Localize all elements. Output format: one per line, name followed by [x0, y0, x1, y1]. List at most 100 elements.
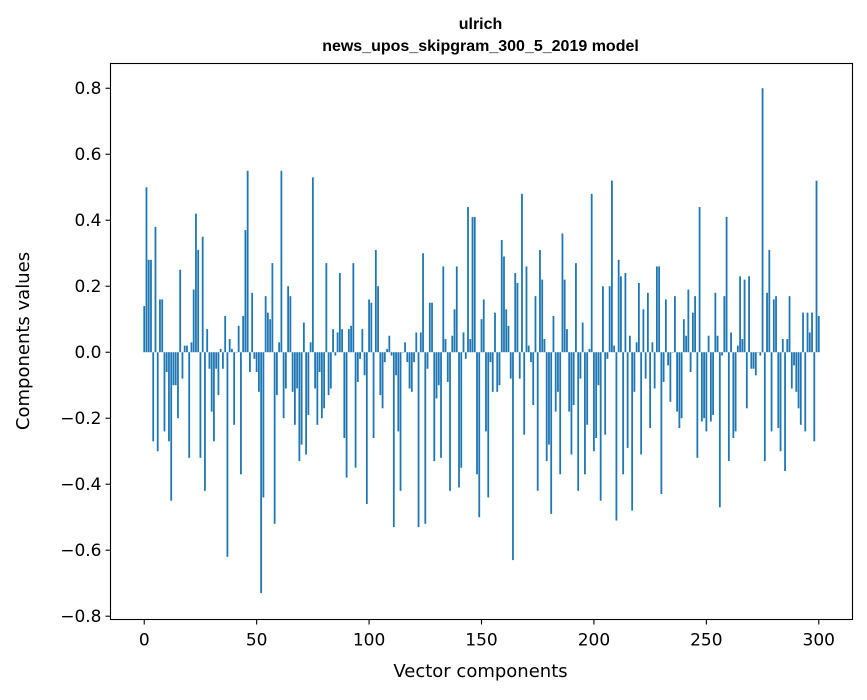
x-tick-label: 100	[353, 631, 385, 651]
bar	[514, 273, 516, 352]
chart-title: ulrich	[459, 16, 503, 33]
bar	[202, 237, 204, 352]
bar	[427, 352, 429, 369]
x-tick-label: 150	[465, 631, 497, 651]
bar	[240, 352, 242, 474]
bar	[719, 352, 721, 507]
bar	[530, 352, 532, 362]
bar	[294, 352, 296, 425]
bar	[334, 352, 336, 355]
bar	[301, 352, 303, 444]
bar	[289, 296, 291, 352]
bar	[537, 352, 539, 491]
bar	[634, 352, 636, 392]
bar	[249, 352, 251, 372]
bar	[478, 352, 480, 517]
bar	[359, 352, 361, 359]
bar	[517, 283, 519, 352]
x-axis-label: Vector components	[393, 661, 567, 682]
bar	[717, 336, 719, 353]
bar	[591, 194, 593, 352]
bar	[544, 339, 546, 352]
bar	[222, 352, 224, 369]
bar	[485, 352, 487, 431]
bar	[663, 352, 665, 382]
bar	[622, 352, 624, 474]
bar	[548, 352, 550, 444]
bar	[739, 276, 741, 352]
bar	[625, 273, 627, 352]
bar	[195, 214, 197, 353]
bar	[492, 352, 494, 392]
bar	[316, 352, 318, 425]
bar	[503, 257, 505, 353]
bar	[714, 293, 716, 352]
bar	[386, 349, 388, 352]
bar	[620, 276, 622, 352]
bar	[559, 352, 561, 474]
bar	[487, 352, 489, 497]
bar	[211, 352, 213, 411]
y-axis-label: Components values	[13, 252, 34, 430]
bar	[768, 250, 770, 352]
bar	[251, 293, 253, 352]
bar	[647, 293, 649, 352]
bar	[292, 352, 294, 392]
bar	[184, 346, 186, 353]
bar	[481, 319, 483, 352]
bar	[393, 352, 395, 527]
bar	[438, 352, 440, 385]
bar	[782, 339, 784, 352]
x-tick-label: 300	[803, 631, 835, 651]
bar	[377, 286, 379, 352]
bar	[175, 352, 177, 385]
bar	[499, 352, 501, 385]
bar	[557, 352, 559, 392]
bar	[642, 309, 644, 352]
bar	[328, 352, 330, 395]
x-tick-label: 0	[139, 631, 150, 651]
bar	[676, 352, 678, 411]
bar	[215, 352, 217, 369]
bar	[791, 352, 793, 388]
bar	[384, 352, 386, 362]
bar	[665, 299, 667, 352]
bar	[424, 352, 426, 524]
bar	[660, 352, 662, 494]
bar	[150, 260, 152, 352]
bar	[391, 352, 393, 355]
bar	[708, 336, 710, 353]
bar	[723, 296, 725, 352]
bar	[593, 352, 595, 451]
bar	[705, 352, 707, 431]
x-tick-label: 200	[578, 631, 610, 651]
bar	[433, 352, 435, 461]
bar	[283, 352, 285, 418]
bar	[766, 293, 768, 352]
bar	[818, 316, 820, 352]
bar	[325, 263, 327, 352]
bar	[143, 306, 145, 352]
bar	[373, 352, 375, 438]
bar	[422, 253, 424, 352]
bar	[445, 339, 447, 352]
bar	[465, 352, 467, 359]
bar	[166, 352, 168, 372]
bar	[775, 296, 777, 352]
bar	[218, 352, 220, 395]
bar	[193, 290, 195, 353]
bar	[564, 280, 566, 353]
bar	[735, 352, 737, 431]
bar	[568, 352, 570, 411]
bar	[350, 326, 352, 352]
bar	[307, 352, 309, 415]
bar	[528, 346, 530, 353]
bar	[413, 352, 415, 362]
bar	[609, 286, 611, 352]
bar	[280, 171, 282, 352]
bar	[804, 352, 806, 431]
y-tick-label: 0.2	[74, 277, 101, 297]
bar	[678, 352, 680, 428]
bar	[285, 352, 287, 388]
x-tick-label: 250	[690, 631, 722, 651]
